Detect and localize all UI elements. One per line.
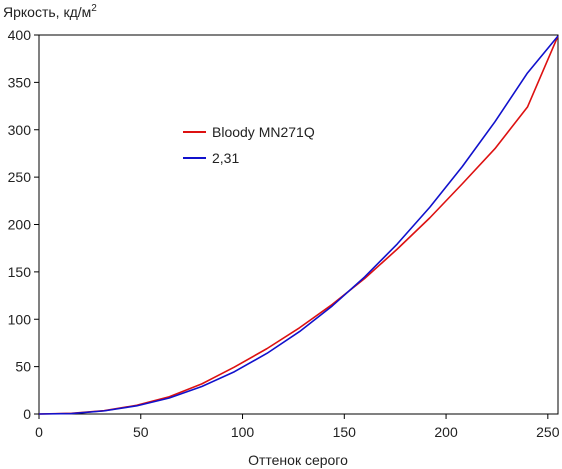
y-axis-title-text: Яркость, кд/м xyxy=(3,4,91,20)
plot-frame xyxy=(38,34,559,415)
legend-label-2: 2,31 xyxy=(212,150,239,166)
y-tick-label-350: 350 xyxy=(8,74,32,90)
y-tick-label-400: 400 xyxy=(8,27,32,43)
y-tick-label-150: 150 xyxy=(8,264,32,280)
x-tick-label-250: 250 xyxy=(536,424,560,440)
y-axis-title-superscript: 2 xyxy=(91,3,97,14)
y-tick-label-250: 250 xyxy=(8,169,32,185)
y-tick-label-200: 200 xyxy=(8,217,32,233)
series-line-2 xyxy=(38,35,559,415)
x-tick-label-100: 100 xyxy=(231,424,255,440)
x-axis-title: Оттенок серого xyxy=(248,452,348,468)
series-layer xyxy=(38,35,559,415)
y-tick-label-50: 50 xyxy=(15,359,31,375)
legend: Bloody MN271Q 2,31 xyxy=(183,124,315,166)
y-tick-label-300: 300 xyxy=(8,122,32,138)
x-tick-label-50: 50 xyxy=(133,424,149,440)
x-axis-ticks: 0 50 100 150 200 250 xyxy=(35,414,560,440)
y-tick-label-0: 0 xyxy=(23,406,31,422)
y-tick-label-100: 100 xyxy=(8,311,32,327)
legend-label-1: Bloody MN271Q xyxy=(212,124,315,140)
x-tick-label-200: 200 xyxy=(434,424,458,440)
plot-border xyxy=(38,34,559,415)
x-tick-label-0: 0 xyxy=(35,424,43,440)
y-axis-title: Яркость, кд/м2 xyxy=(3,3,97,20)
x-tick-label-150: 150 xyxy=(333,424,357,440)
svg-text:Яркость, кд/м2: Яркость, кд/м2 xyxy=(3,3,97,20)
y-axis-ticks: 0 50 100 150 200 250 300 350 400 xyxy=(8,27,39,422)
series-line-1 xyxy=(38,35,559,415)
